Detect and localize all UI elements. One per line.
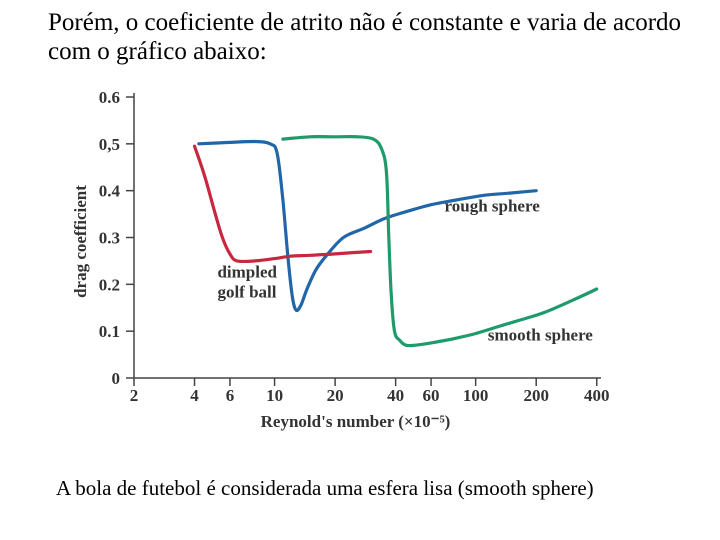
x-tick-label: 100 xyxy=(463,386,489,405)
y-tick-label: 0.6 xyxy=(99,88,120,107)
drag-coefficient-chart: 0 0.1 0.2 0.3 0.4 0,5 0.6 2 4 6 10 20 40 60 100 200 400 R… xyxy=(71,88,609,431)
y-tick-label: 0 xyxy=(112,369,121,388)
y-tick-label: 0.2 xyxy=(99,275,120,294)
annotation-label: golf ball xyxy=(217,282,276,301)
series-line-dimpled-golf-ball xyxy=(192,144,373,264)
x-tick-label: 6 xyxy=(226,386,235,405)
y-tick-label: 0.1 xyxy=(99,322,120,341)
x-tick-label: 2 xyxy=(130,386,139,405)
annotation-label: smooth sphere xyxy=(488,326,593,345)
y-tick-label: 0.3 xyxy=(99,229,120,248)
series-line-smooth-sphere xyxy=(281,135,599,348)
x-tick-label: 60 xyxy=(423,386,440,405)
x-tick-label: 20 xyxy=(327,386,344,405)
intro-text: Porém, o coeficiente de atrito não é con… xyxy=(48,9,682,65)
x-tick-label: 10 xyxy=(266,386,283,405)
annotation-label: rough sphere xyxy=(445,197,541,216)
x-tick-label: 4 xyxy=(190,386,199,405)
annotation-label: dimpled xyxy=(217,262,277,281)
x-axis-title: Reynold's number (×10⁻⁵) xyxy=(261,412,451,431)
caption-text: A bola de futebol é considerada uma esfe… xyxy=(56,476,594,500)
x-tick-label: 200 xyxy=(523,386,549,405)
series-line-rough-sphere xyxy=(197,139,538,312)
x-tick-label: 400 xyxy=(584,386,610,405)
axes: 0 0.1 0.2 0.3 0.4 0,5 0.6 2 4 6 10 20 40 60 100 200 400 R… xyxy=(71,88,609,431)
y-tick-label: 0.4 xyxy=(99,182,121,201)
y-tick-label: 0,5 xyxy=(99,135,120,154)
series-lines xyxy=(192,135,599,348)
x-tick-label: 40 xyxy=(387,386,404,405)
y-axis-title: drag coefficient xyxy=(71,185,90,298)
